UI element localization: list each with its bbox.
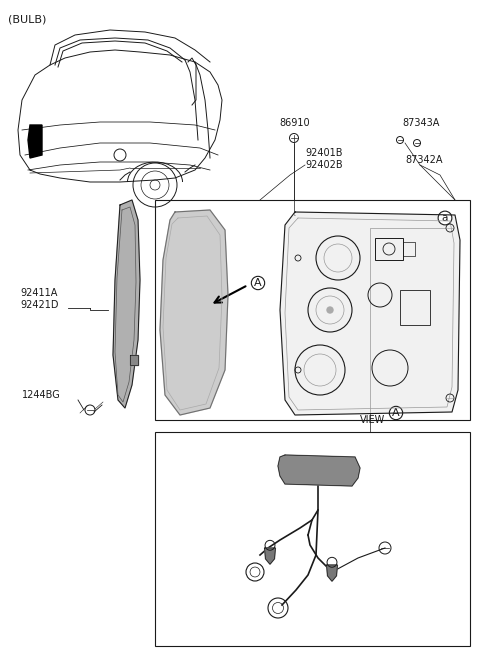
Circle shape [327, 307, 333, 313]
Bar [155, 200, 470, 420]
Text: 18644A: 18644A [195, 605, 232, 615]
Polygon shape [280, 212, 460, 415]
Text: a: a [442, 213, 448, 223]
Polygon shape [113, 200, 140, 408]
Text: 18644: 18644 [195, 563, 226, 573]
Polygon shape [278, 455, 360, 486]
Text: 1244BG: 1244BG [22, 390, 61, 400]
Bar [400, 290, 430, 325]
Text: 92401B: 92401B [305, 148, 343, 158]
Text: A: A [254, 278, 262, 288]
Polygon shape [130, 355, 138, 365]
Text: A: A [392, 408, 400, 418]
Text: VIEW: VIEW [360, 415, 385, 425]
Text: 92421D: 92421D [20, 300, 59, 310]
Text: a: a [165, 438, 171, 448]
Text: 92411A: 92411A [20, 288, 58, 298]
Polygon shape [326, 565, 337, 581]
Text: 92450A: 92450A [286, 440, 324, 450]
Text: 92402B: 92402B [305, 160, 343, 170]
Text: 18644A: 18644A [195, 535, 232, 545]
Polygon shape [28, 125, 42, 158]
Bar [155, 432, 470, 646]
Text: 87343A: 87343A [402, 118, 439, 128]
Text: (BULB): (BULB) [8, 14, 47, 24]
Text: 87342A: 87342A [405, 155, 443, 165]
Polygon shape [264, 548, 276, 564]
Text: 86910: 86910 [280, 118, 310, 128]
Polygon shape [160, 210, 228, 415]
Text: 18643D: 18643D [395, 540, 433, 550]
Bar [375, 238, 403, 260]
